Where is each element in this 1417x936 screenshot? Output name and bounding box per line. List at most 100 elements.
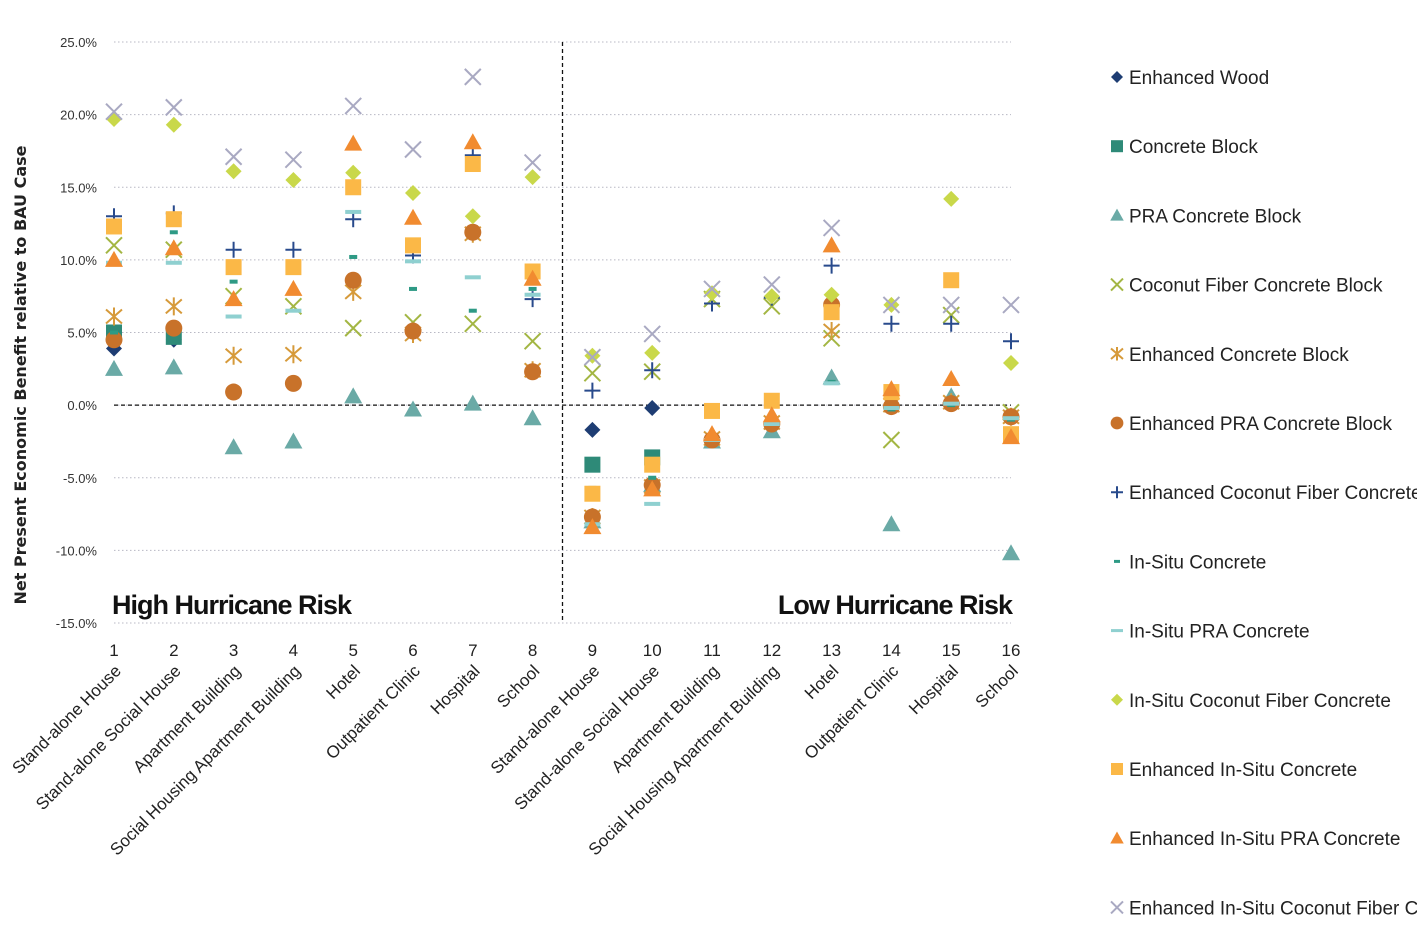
marker-x [404,140,422,159]
marker-square [464,156,481,173]
marker-diamond [1111,693,1123,706]
marker-x [344,319,362,337]
legend-item: Enhanced Wood [1111,68,1269,89]
marker-dash [405,259,421,264]
x-tick-number: 3 [229,641,238,660]
marker-diamond [225,163,242,180]
marker-dash [763,422,780,427]
x-tick-number: 10 [643,641,662,660]
marker-plus [1111,486,1123,499]
legend-item: Enhanced Concrete Block [1110,345,1349,366]
marker-dash [464,275,481,280]
marker-x [882,431,901,449]
x-tick-number: 13 [822,641,841,660]
marker-x [942,296,960,314]
marker-diamond [644,400,661,417]
legend-label: PRA Concrete Block [1129,206,1302,227]
x-tick-number: 9 [588,641,597,660]
legend-label: Enhanced PRA Concrete Block [1129,414,1392,435]
series-concrete-block [106,324,661,473]
marker-dash [345,209,362,214]
legend-item: In-Situ PRA Concrete [1111,622,1310,643]
series-enhanced-in-situ-pra-concrete [105,133,1020,535]
marker-diamond [1111,71,1123,83]
grid [114,41,1011,624]
marker-triangle [1002,544,1020,561]
marker-triangle [643,480,662,497]
marker-dash-short [110,330,118,335]
marker-square [1111,140,1123,153]
x-tick-number: 2 [169,641,178,660]
x-category-label: Hospital [427,661,484,718]
marker-plus [225,241,242,258]
marker-square [763,392,780,409]
marker-circle [284,374,302,392]
marker-circle [225,383,243,401]
marker-circle [404,322,422,340]
x-category-label: Stand-alone House [8,661,124,777]
marker-dash [943,401,960,406]
marker-dash-short [468,308,477,313]
legend-item: Enhanced In-Situ PRA Concrete [1110,829,1400,850]
x-category-label: Stand-alone House [487,661,603,777]
marker-plus [883,315,900,332]
marker-triangle [224,438,243,455]
y-tick-label: -10.0% [56,543,98,558]
x-category-label: Hotel [801,661,842,702]
marker-x [224,148,243,166]
legend-label: Enhanced In-Situ Concrete [1129,760,1357,781]
marker-x [703,280,721,298]
legend-item: Concrete Block [1111,137,1258,158]
marker-diamond [1003,355,1019,372]
marker-circle [344,271,362,289]
marker-triangle [284,279,303,296]
marker-triangle [344,134,363,151]
marker-square [823,304,840,321]
x-tick-number: 14 [882,641,901,660]
x-category-label: School [972,661,1022,711]
legend-item: Enhanced In-Situ Concrete [1111,760,1357,781]
marker-asterisk [1110,347,1124,361]
marker-dash [883,406,900,411]
marker-dash-short [1114,559,1120,563]
legend-item: PRA Concrete Block [1110,206,1302,227]
marker-dash [165,260,182,265]
marker-dash-short [229,279,238,284]
marker-circle [1110,416,1124,430]
marker-x [464,68,482,86]
marker-square [644,456,661,473]
series-enhanced-in-situ-coconut-fiber-concrete [105,68,1020,366]
marker-square [1111,763,1123,775]
marker-diamond [704,285,720,302]
legend-label: Enhanced Concrete Block [1129,345,1349,366]
marker-circle [165,319,183,337]
marker-triangle [344,387,363,404]
marker-triangle [164,239,183,256]
marker-triangle [1110,831,1124,844]
y-tick-label: 10.0% [60,253,97,268]
marker-circle [524,363,542,381]
legend-label: In-Situ Concrete [1129,552,1266,573]
marker-plus [584,382,601,399]
y-tick-label: -15.0% [56,616,98,631]
marker-x [523,153,542,172]
y-tick-label: 0.0% [67,398,97,413]
marker-diamond [763,288,780,305]
marker-diamond [943,190,960,207]
marker-square [584,485,601,502]
marker-square [584,456,601,473]
x-tick-number: 16 [1002,641,1021,660]
marker-dash-short [648,475,657,480]
marker-circle [464,223,482,241]
x-category-label: Hotel [323,661,364,702]
x-tick-number: 11 [703,641,721,660]
marker-x [763,275,781,294]
x-tick-number: 7 [468,641,477,660]
marker-x [583,364,602,382]
marker-diamond [165,116,182,133]
marker-triangle [762,406,781,423]
x-tick-number: 8 [528,641,537,660]
marker-triangle [105,250,123,267]
